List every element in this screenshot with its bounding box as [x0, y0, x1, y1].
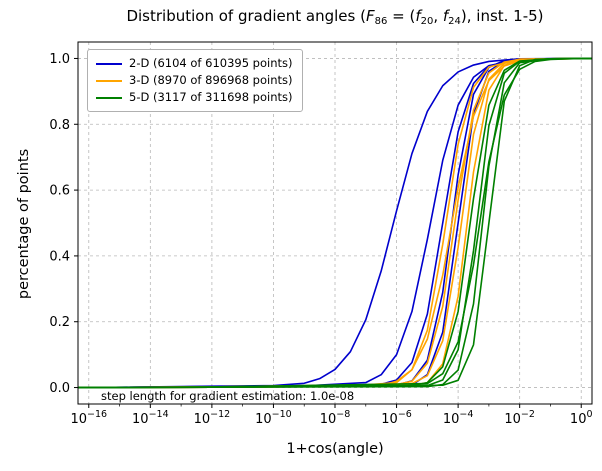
- legend-label: 2-D (6104 of 610395 points): [129, 56, 293, 70]
- figure-title: Distribution of gradient angles (F86 = (…: [78, 7, 592, 27]
- x-tick-label: 10−8: [320, 409, 351, 427]
- y-tick-label: 0.4: [49, 249, 70, 264]
- legend-line-sample: [96, 79, 122, 82]
- x-tick-label: 10−4: [443, 409, 474, 427]
- curve-5-D-inst-5: [78, 57, 592, 389]
- legend: 2-D (6104 of 610395 points) 3-D (8970 of …: [87, 49, 303, 112]
- legend-item-3-d: 3-D (8970 of 896968 points): [96, 72, 293, 89]
- title-segment: 24: [448, 16, 461, 27]
- legend-item-2-d: 2-D (6104 of 610395 points): [96, 55, 293, 72]
- x-tick-label: 100: [570, 409, 593, 427]
- y-tick-label: 1.0: [49, 52, 70, 67]
- x-tick-label: 10−12: [194, 409, 231, 427]
- y-tick-label: 0.2: [49, 315, 70, 330]
- legend-line-sample: [96, 62, 122, 65]
- y-tick-label: 0.0: [49, 381, 70, 396]
- title-segment: = (: [387, 7, 416, 25]
- legend-label: 3-D (8970 of 896968 points): [129, 73, 293, 87]
- title-segment: f: [415, 7, 421, 25]
- legend-item-5-d: 5-D (3117 of 311698 points): [96, 89, 293, 106]
- x-tick-label: 10−6: [381, 409, 412, 427]
- x-tick-label: 10−16: [70, 409, 107, 427]
- x-tick-label: 10−2: [504, 409, 535, 427]
- title-segment: ,: [433, 7, 443, 25]
- title-segment: 86: [374, 16, 388, 27]
- title-segment: f: [442, 7, 449, 25]
- step-length-annotation: step length for gradient estimation: 1.0…: [101, 389, 355, 403]
- title-segment: ), inst. 1-5): [460, 7, 544, 25]
- x-tick-label: 10−14: [132, 409, 169, 427]
- title-segment: Distribution of gradient angles (: [126, 7, 366, 25]
- title-segment: 20: [420, 16, 434, 27]
- legend-label: 5-D (3117 of 311698 points): [129, 90, 293, 104]
- legend-line-sample: [96, 96, 122, 99]
- y-tick-label: 0.8: [49, 118, 70, 133]
- y-tick-label: 0.6: [49, 184, 70, 199]
- x-tick-label: 10−10: [255, 409, 292, 427]
- title-segment: F: [365, 7, 375, 25]
- x-axis-label: 1+cos(angle): [286, 441, 384, 457]
